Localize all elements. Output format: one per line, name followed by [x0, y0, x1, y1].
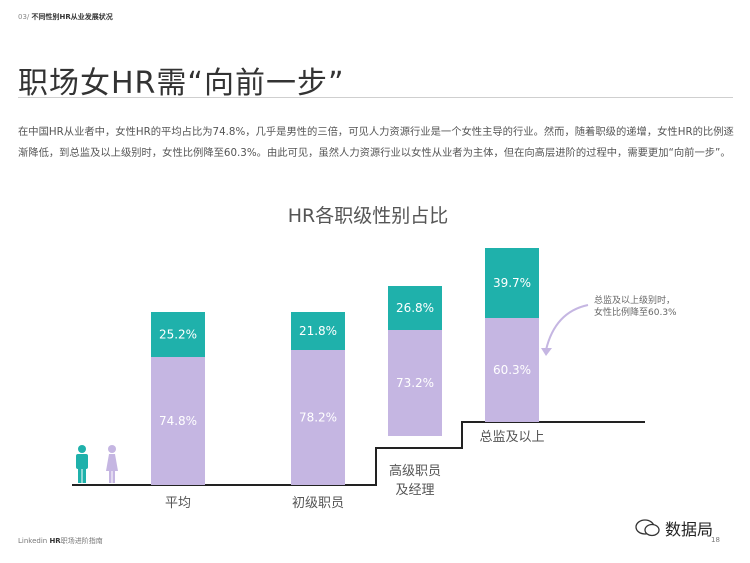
bar-female-1 — [291, 350, 345, 485]
female-person-icon — [106, 445, 118, 483]
intro-paragraph: 在中国HR从业者中，女性HR的平均占比为74.8%，几乎是男性的三倍，可见人力资… — [18, 126, 734, 159]
category-label-2-1: 高级职员 — [389, 463, 441, 479]
bar-male-2 — [388, 286, 442, 330]
data-label-female-2: 73.2% — [396, 376, 434, 390]
section-header: 03/ 不同性别HR从业发展状况 — [18, 12, 113, 22]
data-label-male-3: 39.7% — [493, 276, 531, 290]
footer-guide: 职场进阶指南 — [60, 537, 103, 545]
bar-female-3 — [485, 318, 539, 422]
watermark-text: 数据局 — [665, 520, 714, 539]
data-label-female-3: 60.3% — [493, 363, 531, 377]
category-label-3-1: 总监及以上 — [479, 430, 544, 445]
category-label-0-1: 平均 — [165, 496, 191, 511]
curved-arrow-icon — [545, 304, 589, 351]
footer-brand: Linkedin HR职场进阶指南 — [18, 536, 103, 546]
bar-male-3 — [485, 248, 539, 318]
title-divider — [18, 97, 733, 98]
page-number: 18 — [711, 536, 720, 544]
footer-brand-name: Linkedin — [18, 537, 48, 545]
data-label-female-0: 74.8% — [159, 414, 197, 428]
footer-brand-bold: HR — [49, 537, 61, 545]
data-label-male-0: 25.2% — [159, 328, 197, 342]
data-label-male-2: 26.8% — [396, 301, 434, 315]
bar-female-0 — [151, 357, 205, 485]
wechat-icon — [635, 519, 660, 537]
bar-male-1 — [291, 312, 345, 350]
watermark: 数据局 — [635, 516, 713, 540]
bars-group: 74.8% 25.2% 78.2% 21.8% 73.2% 26.8% 60.3% 39.7% — [151, 248, 539, 485]
data-label-male-1: 21.8% — [299, 324, 337, 338]
male-person-icon — [76, 445, 88, 483]
arrow-head — [541, 348, 552, 356]
chart-title: HR各职级性别占比 — [288, 205, 449, 227]
section-number: 03/ — [18, 13, 30, 21]
annotation-line-2: 女性比例降至60.3% — [594, 306, 677, 318]
bar-female-2 — [388, 330, 442, 436]
annotation-line-1: 总监及以上级别时， — [594, 294, 675, 306]
bar-male-0 — [151, 312, 205, 357]
section-title: 不同性别HR从业发展状况 — [31, 13, 113, 21]
category-label-1-1: 初级职员 — [292, 496, 344, 511]
category-label-2-2: 及经理 — [395, 483, 434, 498]
data-label-female-1: 78.2% — [299, 411, 337, 425]
page-title: 职场女HR需“向前一步” — [18, 66, 345, 101]
